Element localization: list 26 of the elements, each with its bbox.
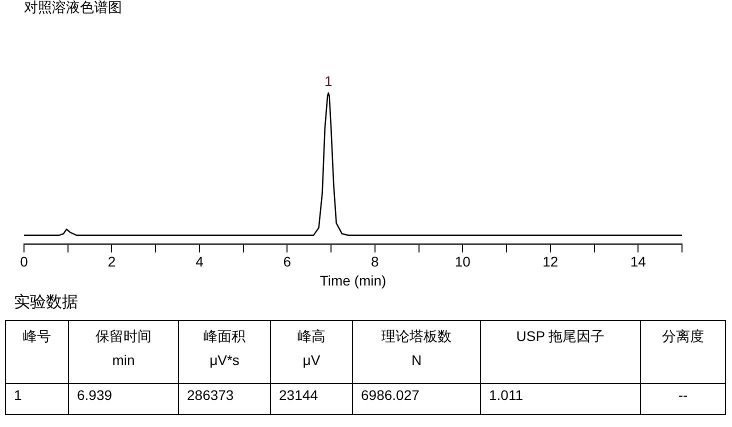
text: 1.011 — [480, 384, 640, 414]
text: 1 — [6, 384, 68, 414]
text: 实验数据 — [14, 292, 78, 313]
text: 6.939 — [68, 384, 178, 414]
text: 保留时间 min — [68, 320, 178, 384]
text: -- — [640, 384, 726, 414]
x-tick-label: 10 — [454, 254, 471, 270]
x-tick-label: 12 — [542, 254, 558, 270]
text: 23144 — [270, 384, 352, 414]
x-tick-label: 14 — [630, 254, 646, 270]
text: 峰面积 μV*s — [178, 320, 270, 384]
x-axis-title: Time (min) — [320, 272, 386, 288]
text: 分离度 — [640, 320, 726, 384]
text: USP 拖尾因子 — [480, 320, 640, 384]
chart-title: 对照溶液色谱图 — [24, 0, 122, 16]
x-tick-label: 2 — [108, 254, 116, 270]
text: 286373 — [178, 384, 270, 414]
x-tick-label: 6 — [283, 254, 292, 270]
text: 峰高 μV — [270, 320, 352, 384]
text: 6986.027 — [352, 384, 480, 414]
x-tick-label: 0 — [20, 254, 28, 270]
annotation: 1 — [324, 72, 332, 89]
x-tick-label: 8 — [371, 254, 380, 270]
x-tick-label: 4 — [196, 254, 204, 270]
text: 理论塔板数 N — [352, 320, 480, 384]
text: 峰号 — [6, 320, 68, 384]
